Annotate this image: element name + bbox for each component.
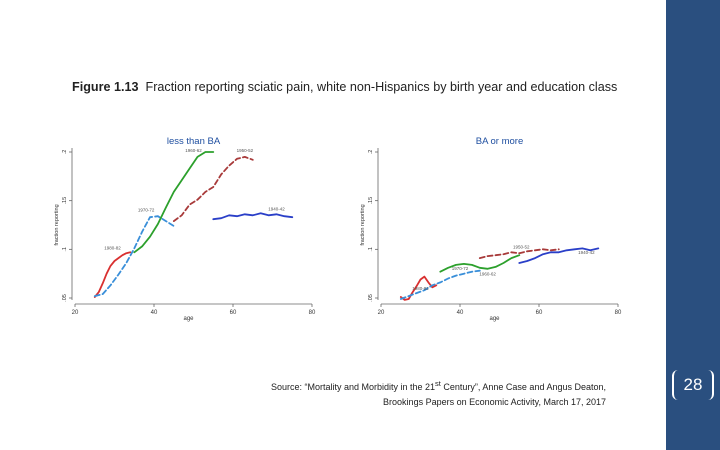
- series-line-1980-82: [93, 251, 132, 298]
- annotation-1970-72: 1970-72: [452, 266, 469, 271]
- y-tick-label: .2: [62, 150, 68, 155]
- y-axis-label: fraction reporting: [54, 204, 60, 245]
- x-tick-label: 20: [72, 310, 79, 316]
- annotation-1950-52: 1950-52: [237, 148, 254, 153]
- source-citation: Source: “Mortality and Morbidity in the …: [230, 376, 606, 410]
- annotation-1940-42: 1940-42: [268, 206, 285, 211]
- y-tick-label: .15: [368, 197, 374, 205]
- x-tick-label: 60: [230, 310, 237, 316]
- series-line-1960-62: [133, 151, 215, 254]
- series-line-1940-42: [518, 247, 600, 264]
- annotation-1950-52: 1950-52: [513, 244, 530, 249]
- x-tick-label: 20: [378, 310, 385, 316]
- y-tick-label: .05: [62, 294, 68, 302]
- annotation-1980-82: 1980-82: [412, 286, 429, 291]
- figure-title-text: Fraction reporting sciatic pain, white n…: [145, 80, 618, 94]
- y-tick-label: .1: [368, 247, 374, 252]
- source-line-1: Source: “Mortality and Morbidity in the …: [270, 379, 606, 392]
- annotation-1960-62: 1960-62: [185, 148, 202, 153]
- annotation-1940-42: 1940-42: [578, 250, 595, 255]
- series-line-1950-52: [478, 248, 560, 260]
- chart-title: BA or more: [476, 136, 524, 147]
- chart-ba-or-more: BA or more .05 .1 .15 .2 20 40 60 80 age fraction …: [360, 136, 622, 322]
- y-axis-label: fraction reporting: [360, 204, 366, 245]
- annotation-1980-82: 1980-82: [104, 245, 121, 250]
- series-line-1940-42: [212, 212, 294, 221]
- series-line-1970-72: [399, 269, 481, 300]
- series-line-1980-82: [399, 275, 438, 301]
- source-line-2: Brookings Papers on Economic Activity, M…: [383, 397, 606, 407]
- figure-title: Figure 1.13 Fraction reporting sciatic p…: [72, 80, 662, 94]
- x-tick-label: 40: [151, 310, 158, 316]
- x-tick-label: 40: [457, 310, 464, 316]
- annotation-1960-62: 1960-62: [479, 272, 496, 277]
- page-number: 28: [672, 370, 714, 400]
- chart-title: less than BA: [167, 136, 221, 147]
- x-tick-label: 80: [615, 310, 622, 316]
- y-tick-label: .2: [368, 150, 374, 155]
- y-tick-label: .05: [368, 294, 374, 302]
- series-line-1970-72: [93, 215, 175, 298]
- x-tick-label: 80: [309, 310, 316, 316]
- annotation-1970-72: 1970-72: [138, 207, 155, 212]
- x-axis-label: age: [489, 316, 500, 322]
- y-tick-label: .15: [62, 197, 68, 205]
- series-line-1960-62: [439, 254, 521, 273]
- y-tick-label: .1: [62, 247, 68, 252]
- figure-label: Figure 1.13: [72, 80, 139, 94]
- series-line-1950-52: [172, 155, 254, 222]
- chart-less-than-ba: less than BA .05 .1 .15 .2 20 40 60 80 age fractio…: [54, 136, 316, 322]
- x-tick-label: 60: [536, 310, 543, 316]
- x-axis-label: age: [183, 316, 194, 322]
